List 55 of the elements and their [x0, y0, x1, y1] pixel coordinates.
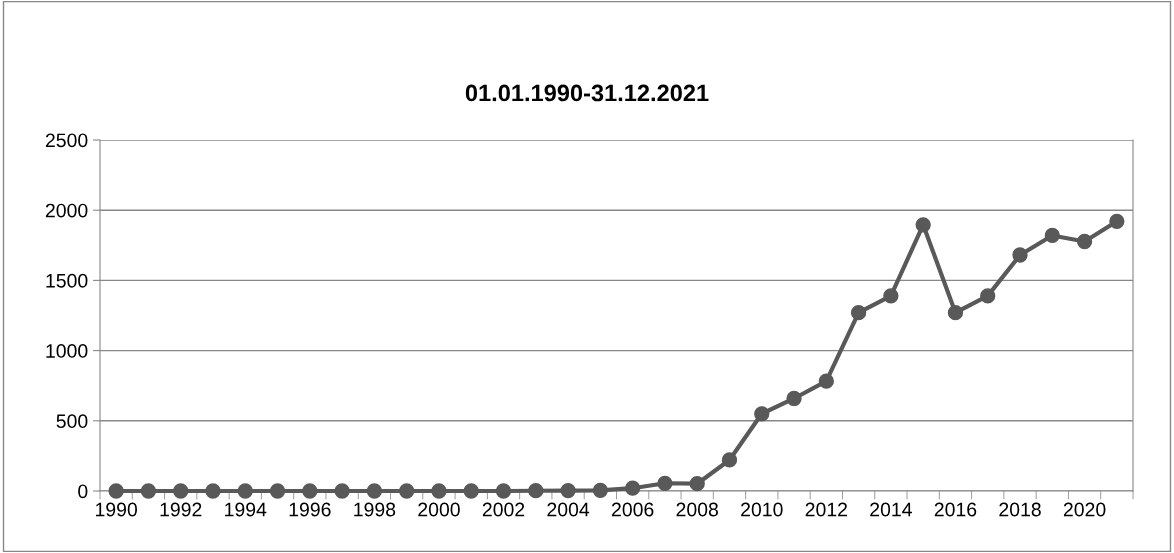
y-tick-label: 0 — [78, 484, 88, 499]
point — [625, 480, 641, 496]
point — [592, 482, 608, 498]
x-tick-label: 2018 — [999, 502, 1041, 517]
point — [205, 483, 221, 499]
point — [915, 217, 931, 233]
point — [850, 305, 867, 321]
x-tick-label: 2014 — [870, 502, 912, 517]
point — [657, 475, 673, 491]
x-tick-label: 2004 — [547, 502, 590, 517]
point — [269, 483, 286, 499]
x-tick-label: 2010 — [741, 502, 783, 517]
x-tick-label: 1994 — [225, 502, 267, 517]
point — [399, 483, 415, 499]
x-tick-label: 2020 — [1063, 502, 1106, 517]
y-tick-label: 1500 — [46, 273, 88, 288]
point — [1012, 247, 1028, 263]
x-tick-label: 1996 — [289, 502, 331, 517]
x-tick-label: 2012 — [805, 502, 847, 517]
point — [1076, 233, 1093, 250]
point — [463, 483, 479, 499]
point — [302, 483, 318, 499]
y-tick-label: 2000 — [45, 203, 88, 218]
point — [786, 390, 802, 407]
y-tick-label: 1000 — [46, 344, 88, 358]
point — [1109, 213, 1125, 229]
point — [173, 483, 189, 499]
chart-title: 01.01.1990-31.12.2021 — [465, 84, 709, 102]
x-tick-label: 1992 — [160, 502, 202, 517]
point — [108, 483, 124, 499]
point — [495, 483, 512, 499]
point — [560, 482, 576, 499]
point — [1044, 227, 1060, 244]
y-tick-label: 500 — [56, 414, 88, 429]
point — [431, 483, 447, 499]
x-tick-label: 1998 — [354, 502, 396, 517]
point — [366, 483, 383, 499]
x-tick-label: 2008 — [676, 502, 718, 517]
point — [528, 483, 544, 499]
point — [818, 373, 834, 389]
point — [140, 483, 157, 499]
x-tick-label: 2016 — [934, 502, 977, 517]
point — [947, 305, 964, 321]
point — [980, 288, 996, 304]
point — [689, 476, 705, 492]
x-tick-label: 1990 — [96, 502, 138, 517]
x-tick-label: 2002 — [482, 502, 525, 517]
y-tick-label: 2500 — [45, 133, 88, 148]
point — [754, 406, 770, 422]
point — [883, 288, 899, 304]
x-tick-label: 2000 — [418, 502, 460, 517]
point — [721, 452, 738, 468]
point — [237, 483, 253, 499]
point — [334, 483, 350, 499]
x-tick-label: 2006 — [611, 502, 654, 517]
